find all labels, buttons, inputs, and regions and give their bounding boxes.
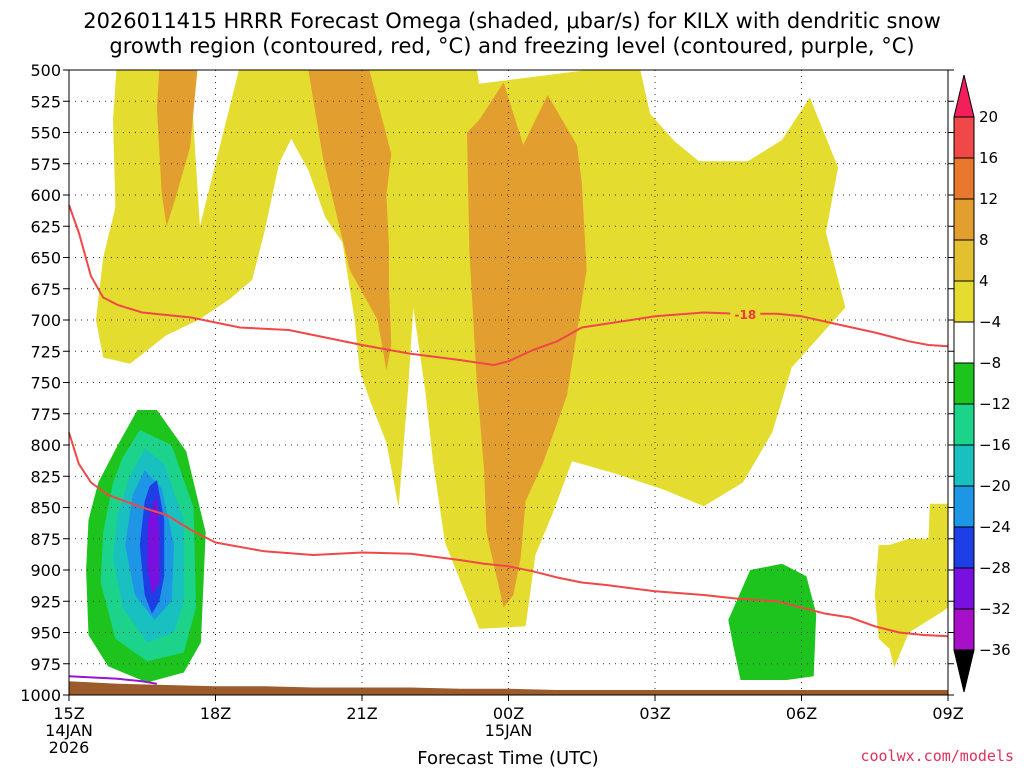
y-tick-label: 825 — [30, 467, 61, 486]
x-axis-label: Forecast Time (UTC) — [417, 748, 598, 768]
x-tick-label: 18Z — [200, 704, 231, 723]
x-tick-label: 03Z — [639, 704, 670, 723]
colorbar-label: −32 — [979, 600, 1011, 618]
x-tick-label: 15Z — [53, 704, 84, 723]
x-tick-year-label: 2026 — [49, 738, 90, 757]
colorbar-label: 8 — [979, 231, 989, 249]
shaded-region-ascent-8-12-upper — [308, 70, 392, 370]
colorbar-swatch — [953, 403, 975, 446]
contour-dgz-lower — [68, 432, 949, 638]
contour-dgz-upper-minus18 — [68, 204, 949, 366]
colorbar-label: −12 — [979, 395, 1011, 413]
y-tick-label: 500 — [30, 61, 61, 80]
y-tick-label: 975 — [30, 655, 61, 674]
gridlines — [69, 70, 948, 695]
colorbar-swatch — [953, 116, 975, 159]
colorbar-label: −24 — [979, 518, 1011, 536]
shaded-region-ascent-8-12-central — [467, 82, 587, 608]
y-tick-label: 800 — [30, 436, 61, 455]
x-tick-date-label: 15JAN — [485, 721, 533, 740]
colorbar-label: 12 — [979, 190, 998, 208]
colorbar-label: −16 — [979, 436, 1011, 454]
x-tick-label: 09Z — [932, 704, 963, 723]
y-tick-label: 675 — [30, 280, 61, 299]
colorbar-swatch — [953, 157, 975, 200]
shaded-omega-layer — [86, 70, 948, 683]
y-tick-label: 1000 — [20, 686, 61, 705]
colorbar-bottom-arrow — [953, 649, 975, 693]
x-tick-date-label: 14JAN — [45, 721, 93, 740]
terrain-fill — [69, 681, 948, 695]
colorbar-label: −4 — [979, 313, 1001, 331]
terrain-layer — [69, 681, 948, 695]
contour-freezing-level — [68, 675, 158, 685]
shaded-region-ascent-8-12-left — [156, 70, 198, 227]
x-tick-label: 06Z — [786, 704, 817, 723]
y-tick-label: 850 — [30, 499, 61, 518]
colorbar-swatch — [953, 321, 975, 364]
x-tick-label: 00Z — [493, 704, 524, 723]
contour-layer: -18 — [68, 204, 949, 685]
y-tick-label: 775 — [30, 405, 61, 424]
colorbar-label: −28 — [979, 559, 1011, 577]
colorbar-swatch — [953, 485, 975, 528]
credit-text: coolwx.com/models — [860, 747, 1014, 765]
colorbar-label: 4 — [979, 272, 989, 290]
contour-label-bg — [730, 305, 761, 321]
colorbar-label: −36 — [979, 641, 1011, 659]
colorbar-swatch — [953, 362, 975, 405]
y-tick-label: 900 — [30, 561, 61, 580]
chart-title-line2: growth region (contoured, red, °C) and f… — [109, 34, 914, 58]
chart-title-line1: 2026011415 HRRR Forecast Omega (shaded, … — [83, 9, 941, 33]
y-tick-label: 625 — [30, 217, 61, 236]
colorbar-swatch — [953, 526, 975, 569]
x-tick-label: 21Z — [346, 704, 377, 723]
colorbar-swatch — [953, 239, 975, 282]
plot-area: -18 — [68, 69, 949, 696]
contour-label: -18 — [734, 308, 756, 322]
colorbar-label: 16 — [979, 149, 998, 167]
shaded-region-descent-24-28 — [147, 495, 160, 595]
y-tick-label: 600 — [30, 186, 61, 205]
colorbar-label: −20 — [979, 477, 1011, 495]
colorbar-swatch — [953, 280, 975, 323]
y-tick-label: 750 — [30, 374, 61, 393]
y-tick-label: 525 — [30, 92, 61, 111]
y-tick-label: 700 — [30, 311, 61, 330]
y-tick-label: 550 — [30, 124, 61, 143]
colorbar: 20 16 12 8 4 −4 −8 −12 −16 −20 −24 −28 −32 −36 — [953, 74, 1011, 693]
y-tick-label: 875 — [30, 530, 61, 549]
colorbar-swatch — [953, 567, 975, 610]
y-tick-label: 925 — [30, 592, 61, 611]
colorbar-swatch — [953, 608, 975, 651]
y-tick-label: 650 — [30, 249, 61, 268]
shaded-region-descent-4-8-right — [728, 563, 817, 680]
y-axis: 500 525 550 575 600 625 650 675 700 725 750 775 800 8… — [20, 61, 954, 705]
colorbar-label: −8 — [979, 354, 1001, 372]
colorbar-swatch — [953, 198, 975, 241]
shaded-region-ascent-4-8-main — [95, 70, 846, 629]
colorbar-top-arrow — [953, 74, 975, 118]
colorbar-label: 20 — [979, 108, 998, 126]
y-tick-label: 725 — [30, 342, 61, 361]
y-tick-label: 950 — [30, 624, 61, 643]
colorbar-swatch — [953, 444, 975, 487]
y-tick-label: 575 — [30, 155, 61, 174]
shaded-region-ascent-4-8-far-right — [874, 503, 948, 668]
